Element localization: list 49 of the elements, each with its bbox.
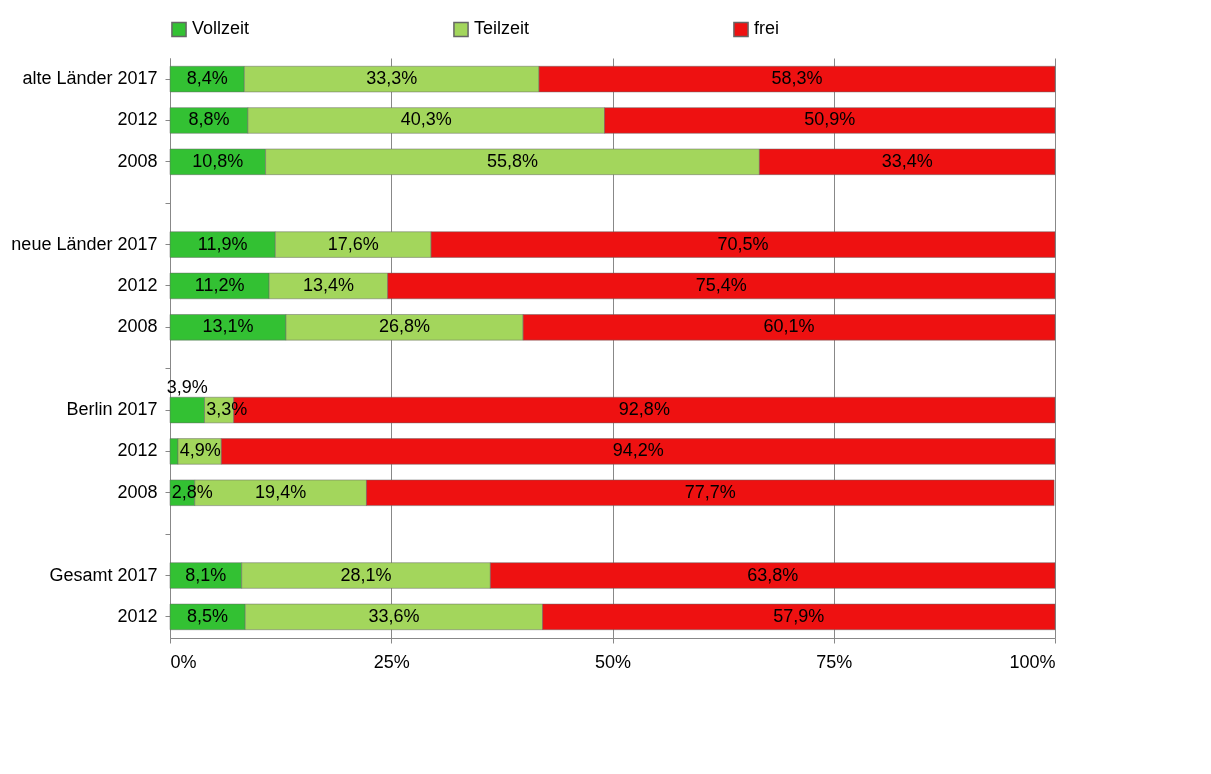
data-label: 33,3%	[366, 68, 418, 89]
data-label: 19,4%	[255, 481, 307, 502]
data-label: 58,3%	[771, 68, 823, 89]
y-tick-label: 2012	[117, 274, 158, 295]
x-tick-label: 100%	[1009, 651, 1056, 672]
data-label: 77,7%	[684, 481, 736, 502]
legend-label: Teilzeit	[474, 18, 530, 39]
data-label: 13,1%	[202, 316, 254, 337]
y-tick-label: alte Länder 2017	[22, 68, 158, 89]
data-label: 8,8%	[188, 109, 230, 130]
legend-label: frei	[754, 18, 780, 39]
y-tick-label: 2008	[117, 316, 158, 337]
y-tick-label: 2012	[117, 605, 158, 626]
y-tick-label: 2008	[117, 481, 158, 502]
y-tick-label: Berlin 2017	[66, 399, 158, 420]
data-label: 50,9%	[804, 109, 856, 130]
y-tick-label: Gesamt 2017	[49, 564, 158, 585]
data-label: 4,9%	[179, 440, 221, 461]
data-label: 75,4%	[695, 274, 747, 295]
x-tick-label: 25%	[373, 651, 410, 672]
x-tick-label: 0%	[170, 651, 197, 672]
data-label: 3,9%	[166, 377, 208, 398]
data-label: 8,5%	[187, 605, 229, 626]
y-tick-label: 2012	[117, 109, 158, 130]
data-label: 17,6%	[327, 233, 379, 254]
data-label: 57,9%	[773, 605, 825, 626]
data-label: 11,9%	[197, 233, 248, 254]
data-label: 94,2%	[612, 440, 664, 461]
data-label: 28,1%	[340, 564, 392, 585]
y-tick-label: 2012	[117, 440, 158, 461]
data-label: 10,8%	[192, 150, 244, 171]
data-label: 92,8%	[618, 399, 670, 420]
data-label: 55,8%	[486, 150, 539, 171]
data-label: 33,6%	[368, 605, 420, 626]
x-tick-label: 75%	[816, 651, 853, 672]
legend-label: Vollzeit	[192, 18, 250, 39]
x-tick-label: 50%	[594, 651, 632, 672]
data-label: 8,1%	[185, 564, 227, 585]
y-tick-label: 2008	[117, 150, 158, 171]
data-label: 63,8%	[747, 564, 799, 585]
y-tick-label: neue Länder 2017	[11, 233, 158, 254]
data-label: 33,4%	[881, 150, 933, 171]
data-label: 40,3%	[400, 109, 452, 130]
data-label: 60,1%	[763, 316, 815, 337]
data-label: 70,5%	[717, 233, 769, 254]
data-label: 11,2%	[194, 274, 245, 295]
data-label: 13,4%	[302, 274, 354, 295]
data-label: 8,4%	[186, 68, 228, 89]
data-label: 26,8%	[379, 316, 431, 337]
